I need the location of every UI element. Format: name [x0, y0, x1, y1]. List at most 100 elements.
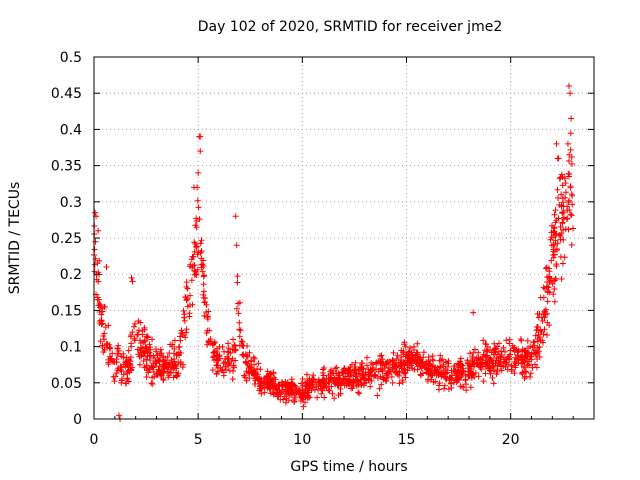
data-point	[544, 331, 551, 338]
data-point	[370, 364, 377, 371]
data-point	[374, 360, 381, 367]
data-point	[544, 298, 551, 305]
data-point	[235, 310, 242, 317]
x-tick-labels: 0 5 10 15 20	[90, 432, 520, 448]
data-point	[166, 350, 173, 357]
data-point	[236, 342, 243, 349]
data-point	[559, 220, 566, 227]
data-point	[235, 300, 242, 307]
data-point	[256, 387, 263, 394]
data-point	[552, 219, 559, 226]
x-tick-label: 0	[90, 432, 99, 448]
data-point	[529, 364, 536, 371]
data-point	[199, 261, 206, 268]
data-point	[555, 155, 562, 162]
data-point	[550, 291, 557, 298]
data-point	[156, 357, 163, 364]
data-point	[448, 384, 455, 391]
data-point	[269, 382, 276, 389]
data-point	[321, 365, 328, 372]
data-point	[425, 354, 432, 361]
data-point	[360, 382, 367, 389]
data-point	[303, 371, 310, 378]
data-point	[567, 130, 574, 137]
data-point	[562, 179, 569, 186]
data-point	[416, 356, 423, 363]
data-point	[292, 394, 299, 401]
data-point	[496, 353, 503, 360]
data-point	[459, 383, 466, 390]
data-point	[160, 353, 167, 360]
data-point	[381, 375, 388, 382]
data-point	[204, 327, 211, 334]
data-point	[462, 372, 469, 379]
data-point	[178, 330, 185, 337]
data-point	[200, 294, 207, 301]
data-point	[318, 390, 325, 397]
data-point	[489, 375, 496, 382]
data-point	[492, 348, 499, 355]
data-point	[335, 374, 342, 381]
data-point	[411, 358, 418, 365]
data-point	[269, 389, 276, 396]
data-point	[508, 363, 515, 370]
data-point	[236, 326, 243, 333]
data-point	[388, 373, 395, 380]
data-point	[171, 337, 178, 344]
data-point	[200, 281, 207, 288]
data-point	[378, 352, 385, 359]
data-point	[106, 345, 113, 352]
data-point	[540, 331, 547, 338]
data-point	[201, 312, 208, 319]
data-point	[205, 337, 212, 344]
data-point	[341, 382, 348, 389]
data-point	[261, 375, 268, 382]
data-point	[302, 399, 309, 406]
data-point	[248, 358, 255, 365]
data-point	[201, 299, 208, 306]
data-point	[143, 356, 150, 363]
data-point	[230, 364, 237, 371]
data-point	[91, 246, 98, 253]
data-point	[138, 352, 145, 359]
data-point	[539, 337, 546, 344]
data-point	[410, 343, 417, 350]
data-point	[345, 366, 352, 373]
data-point	[96, 257, 103, 264]
data-point	[338, 377, 345, 384]
data-point	[226, 367, 233, 374]
data-point	[551, 298, 558, 305]
data-point	[567, 90, 574, 97]
data-point	[172, 362, 179, 369]
data-point	[562, 189, 569, 196]
data-point	[393, 355, 400, 362]
data-point	[143, 362, 150, 369]
data-point	[317, 378, 324, 385]
data-point	[198, 261, 205, 268]
data-point	[225, 340, 232, 347]
data-point	[167, 369, 174, 376]
data-point	[210, 349, 217, 356]
data-point	[491, 340, 498, 347]
data-point	[448, 379, 455, 386]
data-point	[303, 379, 310, 386]
data-point	[558, 203, 565, 210]
data-point	[413, 349, 420, 356]
data-point	[100, 333, 107, 340]
data-point	[566, 173, 572, 180]
data-point	[566, 158, 573, 165]
data-point	[125, 378, 132, 385]
data-point	[264, 385, 271, 392]
data-point	[337, 385, 344, 392]
data-point	[355, 389, 362, 396]
data-point	[236, 319, 243, 326]
data-point	[359, 360, 366, 367]
data-point	[100, 349, 107, 356]
data-point	[565, 199, 572, 206]
data-point	[502, 348, 509, 355]
data-point	[544, 319, 551, 326]
data-point	[198, 255, 205, 262]
data-point	[411, 366, 418, 373]
data-point	[102, 324, 109, 331]
data-point	[240, 352, 247, 359]
